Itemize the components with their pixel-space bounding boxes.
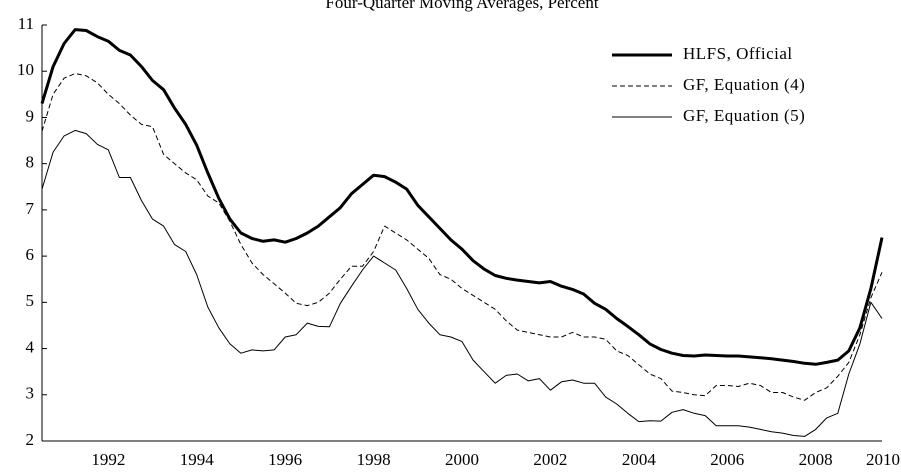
legend-label: HLFS, Official (683, 44, 793, 63)
x-tick-label: 2008 (799, 450, 833, 469)
y-tick-label: 10 (17, 60, 34, 79)
series-line (41, 73, 883, 401)
y-tick-label: 3 (26, 384, 35, 403)
x-tick-label: 2000 (445, 450, 479, 469)
y-tick-label: 7 (26, 199, 35, 218)
y-tick-label: 11 (18, 14, 34, 33)
x-tick-label: 1992 (91, 450, 125, 469)
x-tick-label: 2010 (866, 450, 900, 469)
y-tick-label: 2 (26, 430, 35, 449)
x-tick-label: 2002 (533, 450, 567, 469)
y-tick-label: 8 (26, 153, 35, 172)
x-tick-label: 2004 (622, 450, 657, 469)
x-tick-label: 2006 (710, 450, 744, 469)
legend-label: GF, Equation (4) (683, 75, 805, 94)
series-line (41, 129, 883, 437)
x-tick-label: 1994 (180, 450, 215, 469)
legend-label: GF, Equation (5) (683, 106, 805, 125)
y-tick-label: 4 (26, 337, 35, 356)
x-tick-label: 1998 (357, 450, 391, 469)
y-tick-label: 6 (26, 245, 35, 264)
y-tick-label: 9 (26, 106, 35, 125)
x-tick-label: 1996 (268, 450, 302, 469)
series-line (40, 28, 884, 366)
chart-title: Four-Quarter Moving Averages, Percent (325, 0, 598, 12)
y-tick-label: 5 (26, 291, 35, 310)
